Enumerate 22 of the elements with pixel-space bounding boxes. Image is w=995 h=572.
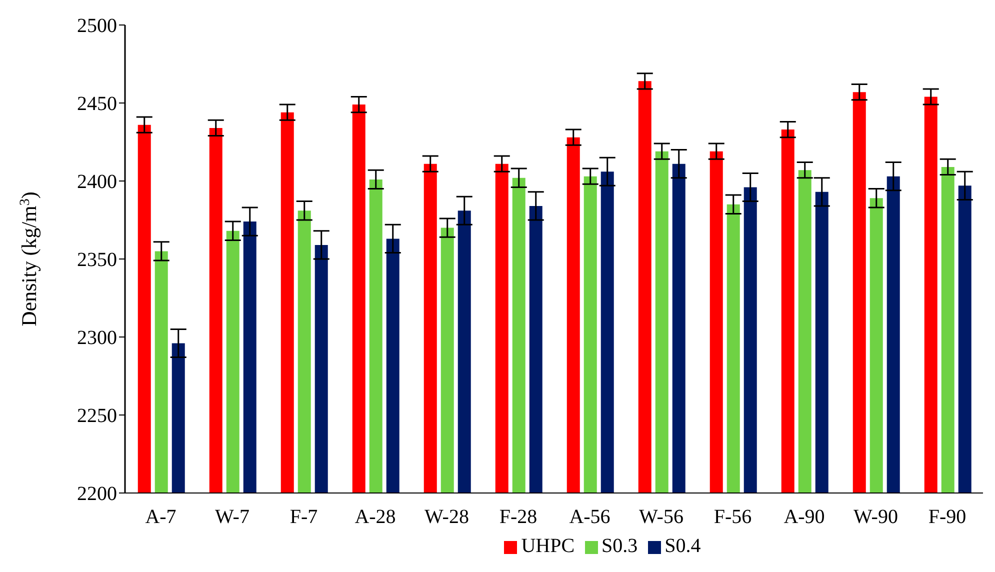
y-tick-label: 2400	[77, 171, 117, 194]
y-tick-label: 2200	[77, 483, 117, 506]
y-tick-label: 2450	[77, 93, 117, 116]
x-tick-label: W-28	[424, 506, 469, 528]
x-tick-label: F-7	[290, 506, 318, 528]
y-tick-label: 2500	[77, 15, 117, 38]
legend-label: S0.4	[664, 535, 701, 557]
legend-label: UHPC	[521, 535, 575, 557]
x-tick-label: W-90	[854, 506, 898, 528]
y-tick-label: 2250	[77, 405, 117, 428]
legend-label: S0.3	[602, 535, 638, 557]
x-tick-label: A-28	[354, 506, 396, 528]
x-tick-label: F-90	[928, 506, 966, 528]
y-tick-label: 2300	[77, 327, 117, 350]
x-tick-label: A-90	[784, 506, 825, 528]
x-tick-label: W-56	[639, 506, 684, 528]
y-tick-label: 2350	[77, 249, 117, 272]
x-tick-label: F-28	[499, 506, 538, 528]
x-tick-label: A-7	[145, 506, 176, 528]
x-tick-label: F-56	[714, 506, 752, 528]
x-tick-label: W-7	[215, 506, 250, 528]
x-tick-label: A-56	[569, 506, 610, 528]
